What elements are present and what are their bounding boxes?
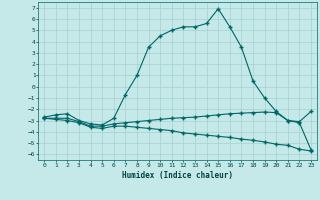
X-axis label: Humidex (Indice chaleur): Humidex (Indice chaleur) bbox=[122, 171, 233, 180]
